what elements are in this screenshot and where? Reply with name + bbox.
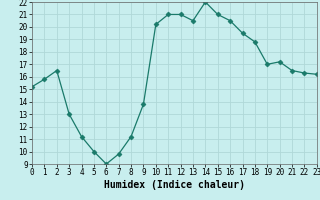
X-axis label: Humidex (Indice chaleur): Humidex (Indice chaleur) — [104, 180, 245, 190]
